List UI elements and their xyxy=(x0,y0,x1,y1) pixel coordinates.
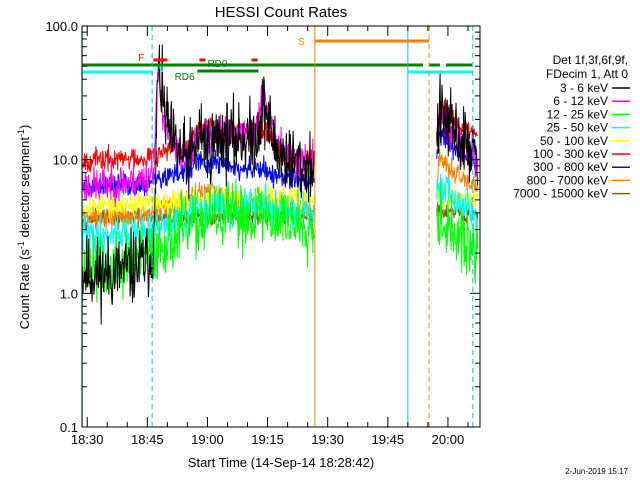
y-tick-label: 1.0 xyxy=(60,286,78,301)
legend-entry: 6 - 12 keV xyxy=(553,94,630,108)
legend-header-line-2: FDecim 1, Att 0 xyxy=(546,67,628,81)
y-tick-label: 100.0 xyxy=(45,19,78,34)
legend-entry: 50 - 100 keV xyxy=(540,134,630,148)
flag-rd6-label: RD6 xyxy=(175,72,195,83)
flag-f: F xyxy=(138,53,258,64)
x-tick-label: 20:00 xyxy=(432,432,465,447)
series-segment-post-gap xyxy=(436,148,479,193)
plot-frame xyxy=(81,25,481,428)
y-axis-label-middle: detector segment xyxy=(17,137,32,241)
series-segment-pre-gap xyxy=(81,44,315,325)
flag-rd0-label: RD0 xyxy=(207,59,227,70)
series-segment-post-gap xyxy=(436,173,479,250)
flag-s-label: S xyxy=(298,37,305,48)
legend-entry: 3 - 6 keV xyxy=(560,81,630,95)
legend-entry-label: 800 - 7000 keV xyxy=(527,173,608,187)
y-axis-label-prefix: Count Rate (s xyxy=(17,249,32,330)
y-tick-label: 0.1 xyxy=(60,420,78,435)
x-tick-label: 19:00 xyxy=(191,432,224,447)
legend-entry-label: 6 - 12 keV xyxy=(553,94,608,108)
x-tick-label: 18:45 xyxy=(131,432,164,447)
legend-entry: 100 - 300 keV xyxy=(533,147,630,161)
y-axis-label-end: ) xyxy=(17,125,32,129)
flag-n-label: N xyxy=(157,64,164,75)
y-axis-label-sup: -1 xyxy=(16,241,26,249)
legend-entry-label: 12 - 25 keV xyxy=(547,107,608,121)
legend-entry: 25 - 50 keV xyxy=(547,121,630,135)
chart-title: HESSI Count Rates xyxy=(215,4,348,21)
x-axis-label: Start Time (14-Sep-14 18:28:42) xyxy=(188,455,374,470)
series-3-to-6keV-trace xyxy=(81,44,479,325)
legend-entry-label: 25 - 50 keV xyxy=(547,121,608,135)
legend-header-line-1: Det 1f,3f,6f,9f, xyxy=(553,53,628,67)
flag-s: S xyxy=(298,37,430,48)
legend-entry-label: 300 - 800 keV xyxy=(533,160,608,174)
legend-entry-label: 100 - 300 keV xyxy=(533,147,608,161)
y-axis-label: Count Rate (s-1 detector segment-1) xyxy=(16,125,32,330)
generation-timestamp: 2-Jun-2019 15:17 xyxy=(565,467,628,476)
plot-area xyxy=(81,44,479,325)
legend-entry-label: 50 - 100 keV xyxy=(540,134,608,148)
series-segment-post-gap xyxy=(436,73,479,186)
y-tick-label: 10.0 xyxy=(53,153,78,168)
legend-entry-label: 7000 - 15000 keV xyxy=(513,187,608,201)
flag-bars: N S F RD0 RD6 xyxy=(82,37,473,83)
flag-n: N xyxy=(82,64,473,75)
flag-rd0: RD0 xyxy=(82,59,472,70)
x-tick-label: 19:15 xyxy=(251,432,284,447)
legend: Det 1f,3f,6f,9f, FDecim 1, Att 0 3 - 6 k… xyxy=(513,53,630,201)
legend-entry: 7000 - 15000 keV xyxy=(513,187,630,201)
series-segment-pre-gap xyxy=(81,149,315,198)
x-tick-label: 18:30 xyxy=(71,432,104,447)
legend-entry: 800 - 7000 keV xyxy=(527,173,630,187)
flag-rd6: RD6 xyxy=(175,69,259,83)
legend-entry-label: 3 - 6 keV xyxy=(560,81,608,95)
x-tick-label: 19:45 xyxy=(372,432,405,447)
legend-entry: 12 - 25 keV xyxy=(547,107,630,121)
axes: 18:30 18:45 19:00 19:15 19:30 19:45 20:00 0.1 1.… xyxy=(45,19,480,447)
x-tick-label: 19:30 xyxy=(311,432,344,447)
y-axis-label-sup-2: -1 xyxy=(16,129,26,137)
flag-f-label: F xyxy=(138,53,144,64)
legend-entry: 300 - 800 keV xyxy=(533,160,630,174)
series-segment-post-gap xyxy=(436,180,479,284)
